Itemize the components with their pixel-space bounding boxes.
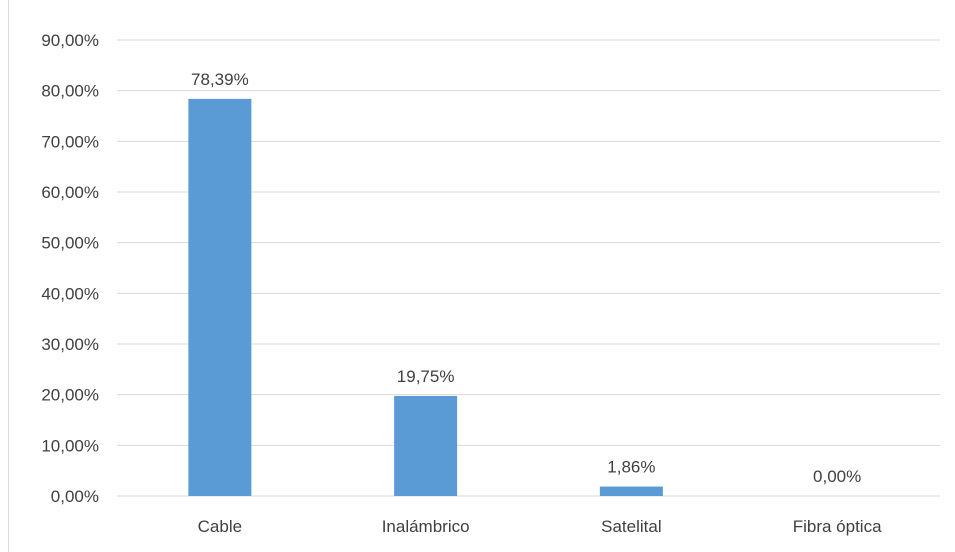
x-axis-categories: Cable Inalámbrico Satelital Fibra óptica [198,517,882,536]
y-tick-label: 0,00% [51,487,99,506]
y-tick-label: 80,00% [41,82,99,101]
y-tick-label: 10,00% [41,436,99,455]
y-tick-label: 20,00% [41,386,99,405]
y-tick-label: 30,00% [41,335,99,354]
data-label: 19,75% [397,367,455,386]
y-tick-label: 40,00% [41,284,99,303]
data-labels: 78,39% 19,75% 1,86% 0,00% [191,70,861,486]
category-label: Inalámbrico [382,517,470,536]
y-tick-label: 70,00% [41,132,99,151]
y-tick-label: 90,00% [41,31,99,50]
bar-satelital [599,486,663,496]
data-label: 1,86% [607,458,655,477]
data-label: 78,39% [191,70,249,89]
gridlines [117,39,940,497]
y-tick-label: 50,00% [41,234,99,253]
frame-border [8,0,9,552]
y-tick-label: 60,00% [41,183,99,202]
category-label: Cable [198,517,242,536]
bars [188,98,663,496]
category-label: Satelital [601,517,661,536]
category-label: Fibra óptica [793,517,882,536]
bar-inal-mbrico [394,395,458,496]
data-label: 0,00% [813,467,861,486]
y-axis-ticks: 0,00% 10,00% 20,00% 30,00% 40,00% 50,00% 60,00… [41,31,99,506]
bar-cable [188,98,252,496]
